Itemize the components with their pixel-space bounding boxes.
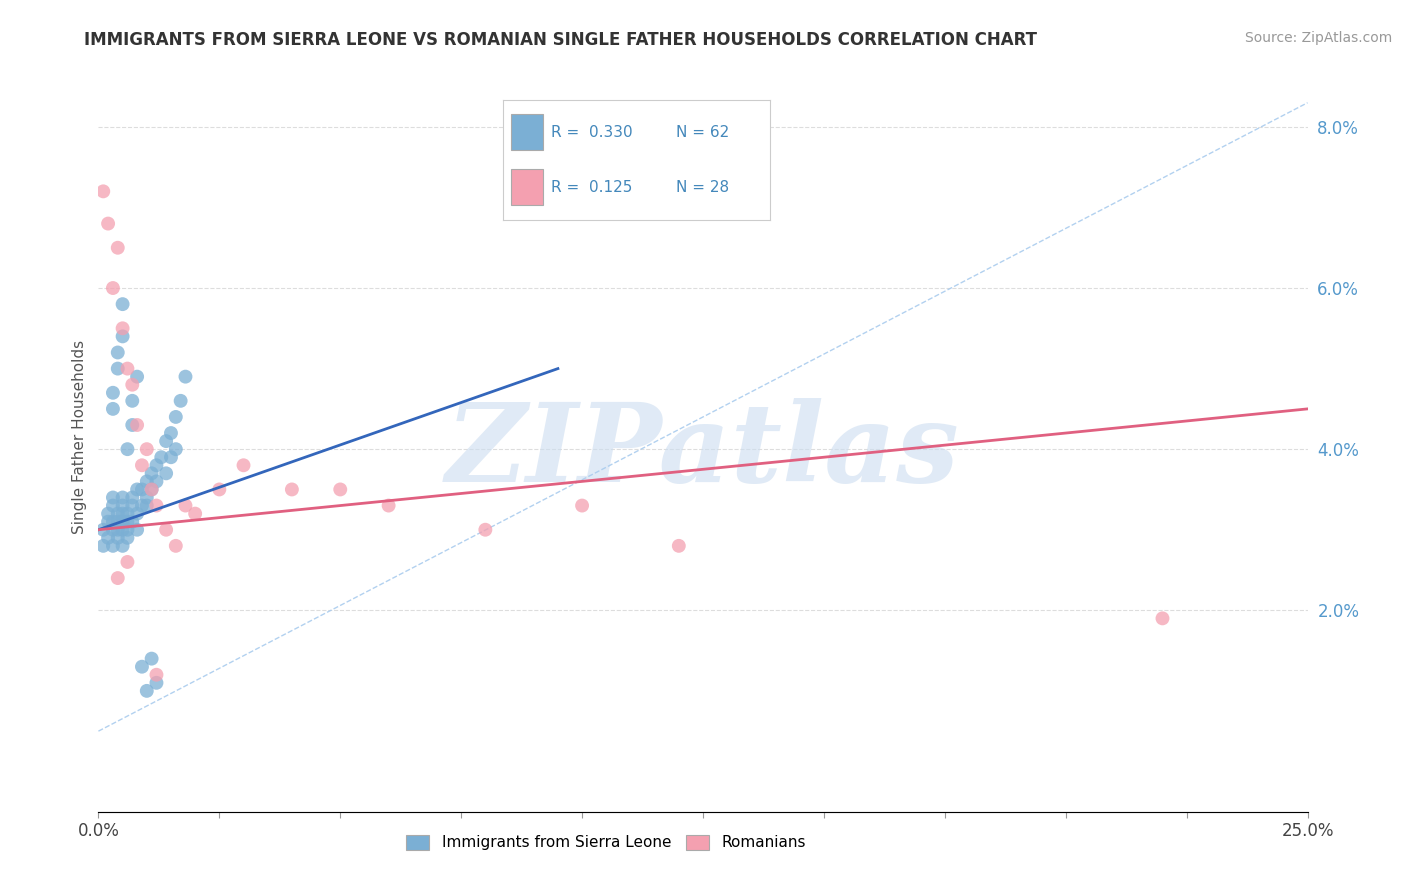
Point <box>101 515 124 529</box>
Point <box>174 499 197 513</box>
Point <box>145 667 167 681</box>
Point <box>474 523 496 537</box>
Point <box>1152 611 1174 625</box>
Point <box>127 507 149 521</box>
Point <box>165 442 187 457</box>
Point <box>169 393 191 408</box>
Point <box>97 507 120 521</box>
Point <box>184 507 207 521</box>
Point <box>97 531 120 545</box>
Point <box>141 483 163 497</box>
Point <box>145 675 167 690</box>
Point <box>121 515 143 529</box>
Point <box>121 417 143 432</box>
Point <box>101 401 124 416</box>
Y-axis label: Single Father Households: Single Father Households <box>72 340 87 534</box>
Point <box>127 417 149 432</box>
Point <box>101 385 124 400</box>
Point <box>141 483 163 497</box>
Point <box>127 483 149 497</box>
Point <box>91 185 114 199</box>
Point <box>127 369 149 384</box>
Point <box>160 425 183 440</box>
Point <box>668 539 690 553</box>
Point <box>111 499 134 513</box>
Point <box>165 539 187 553</box>
Point <box>131 659 153 673</box>
Point <box>107 571 129 585</box>
Point <box>111 297 134 311</box>
Point <box>160 450 183 465</box>
Point <box>107 361 129 376</box>
Point <box>117 507 139 521</box>
Point <box>329 483 352 497</box>
Point <box>107 241 129 255</box>
Point <box>145 475 167 489</box>
Point <box>281 483 304 497</box>
Point <box>117 361 139 376</box>
Point <box>121 393 143 408</box>
Point <box>111 523 134 537</box>
Point <box>101 491 124 505</box>
Point <box>107 523 129 537</box>
Point <box>232 458 254 473</box>
Legend: Immigrants from Sierra Leone, Romanians: Immigrants from Sierra Leone, Romanians <box>401 829 813 856</box>
Point <box>111 515 134 529</box>
Point <box>107 507 129 521</box>
Point <box>141 651 163 665</box>
Point <box>155 434 177 449</box>
Point <box>111 329 134 343</box>
Point <box>97 217 120 231</box>
Point <box>145 499 167 513</box>
Text: Source: ZipAtlas.com: Source: ZipAtlas.com <box>1244 31 1392 45</box>
Point <box>117 531 139 545</box>
Point <box>117 442 139 457</box>
Point <box>571 499 593 513</box>
Point <box>131 458 153 473</box>
Point <box>111 507 134 521</box>
Point <box>111 491 134 505</box>
Point <box>101 523 124 537</box>
Point <box>107 515 129 529</box>
Point <box>101 499 124 513</box>
Point <box>121 491 143 505</box>
Text: IMMIGRANTS FROM SIERRA LEONE VS ROMANIAN SINGLE FATHER HOUSEHOLDS CORRELATION CH: IMMIGRANTS FROM SIERRA LEONE VS ROMANIAN… <box>84 31 1038 49</box>
Point <box>135 491 157 505</box>
Point <box>111 321 134 335</box>
Point <box>155 467 177 481</box>
Point <box>91 539 114 553</box>
Point <box>117 555 139 569</box>
Point <box>135 684 157 698</box>
Text: ZIPatlas: ZIPatlas <box>446 399 960 506</box>
Point <box>141 467 163 481</box>
Point <box>111 539 134 553</box>
Point <box>117 523 139 537</box>
Point <box>97 515 120 529</box>
Point <box>101 281 124 295</box>
Point <box>131 499 153 513</box>
Point <box>131 483 153 497</box>
Point <box>377 499 399 513</box>
Point <box>135 499 157 513</box>
Point <box>121 499 143 513</box>
Point <box>91 523 114 537</box>
Point <box>165 409 187 424</box>
Point <box>107 345 129 359</box>
Point <box>145 458 167 473</box>
Point <box>121 377 143 392</box>
Point <box>155 523 177 537</box>
Point <box>107 531 129 545</box>
Point <box>117 515 139 529</box>
Point <box>135 475 157 489</box>
Point <box>127 523 149 537</box>
Point <box>208 483 231 497</box>
Point <box>135 442 157 457</box>
Point <box>101 539 124 553</box>
Point <box>174 369 197 384</box>
Point <box>150 450 173 465</box>
